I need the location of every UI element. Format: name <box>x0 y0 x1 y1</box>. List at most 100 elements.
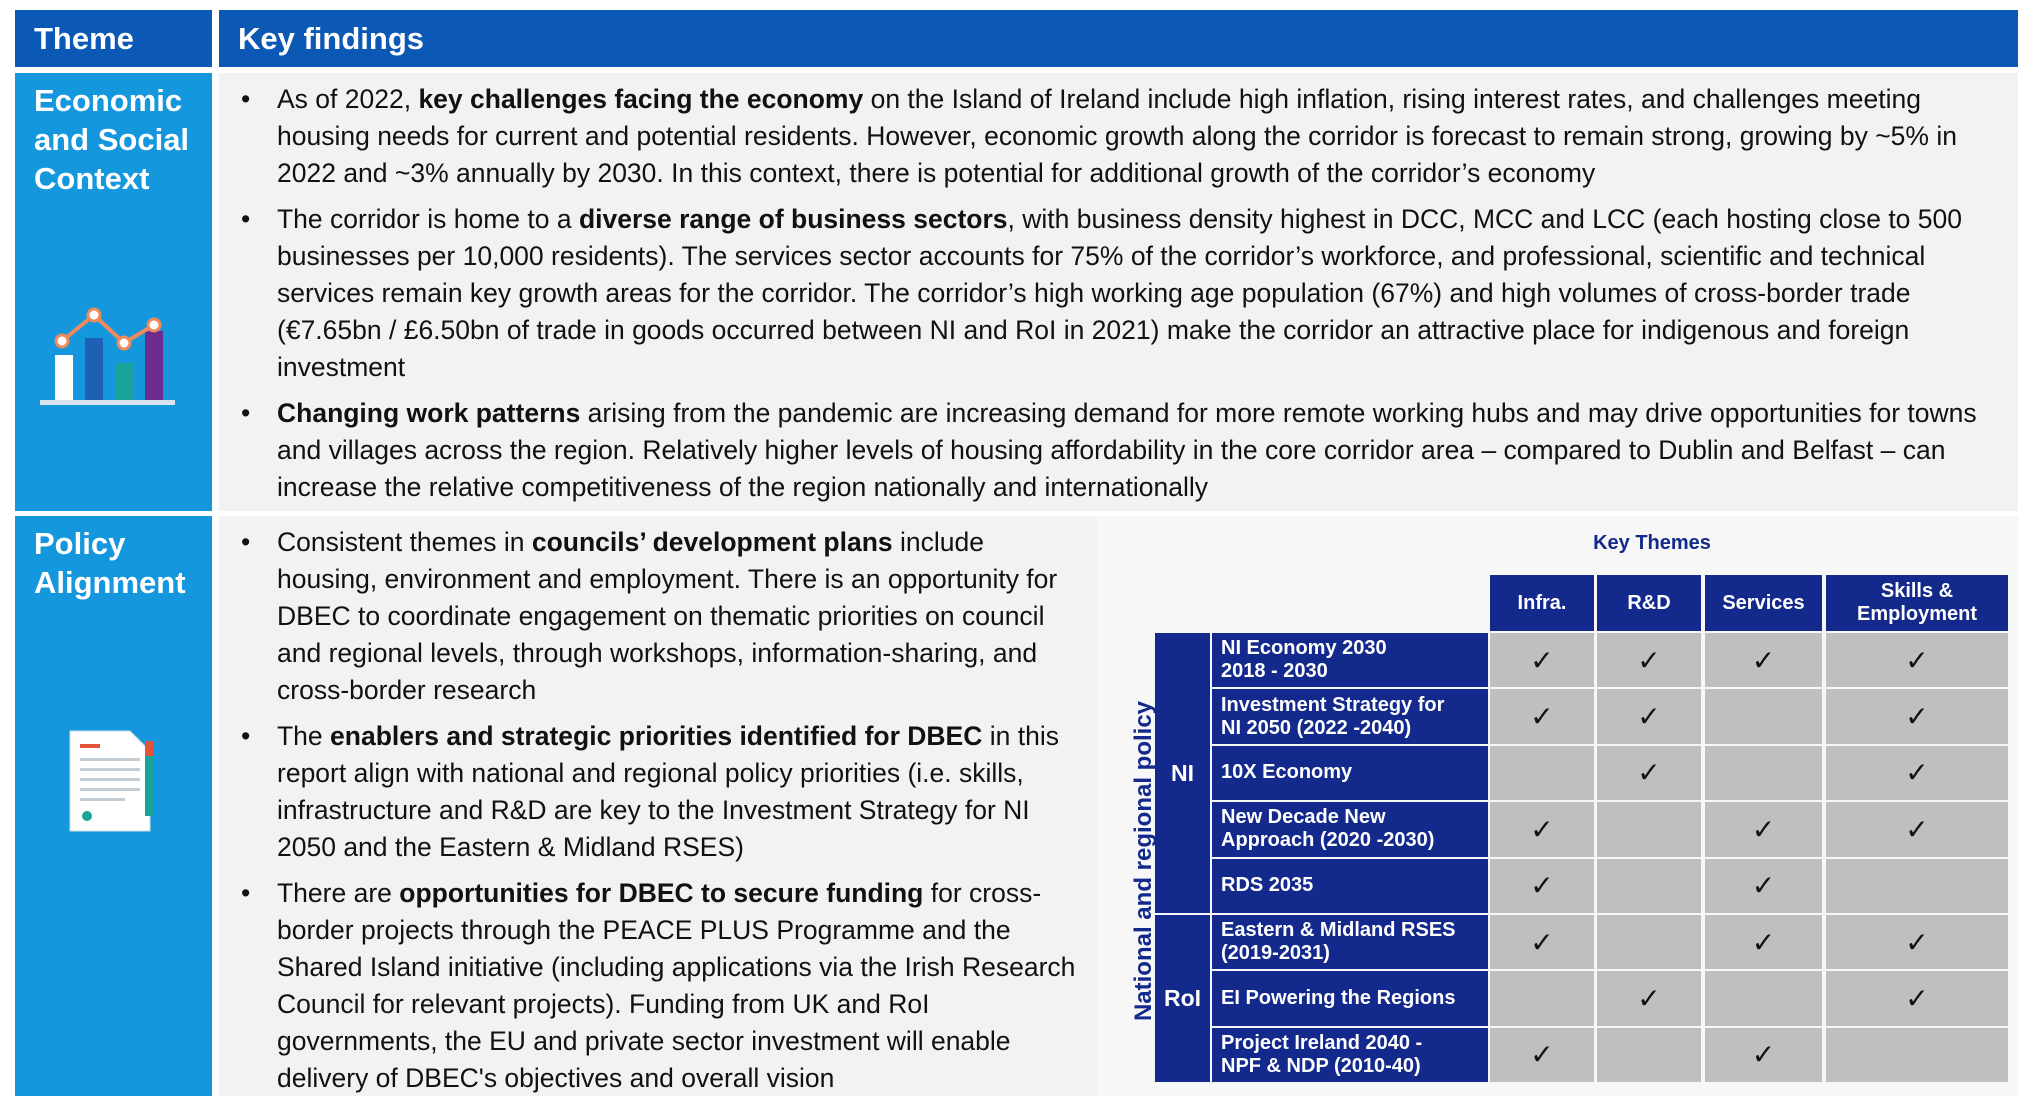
bullet: There are opportunities for DBEC to secu… <box>219 875 1079 1096</box>
check-mark: ✓ <box>1751 813 1776 845</box>
check-cell: ✓ <box>1705 1027 1822 1083</box>
check-cell: ✓ <box>1826 689 2008 744</box>
document-icon <box>69 730 153 832</box>
section-body: Consistent themes in councils’ developme… <box>219 516 2018 1096</box>
check-mark: ✓ <box>1530 1039 1554 1071</box>
bullet: Changing work patterns arising from the … <box>219 395 2018 506</box>
check-cell <box>1490 745 1594 801</box>
check-cell: ✓ <box>1826 633 2008 688</box>
text: arising from the pandemic are increasing… <box>277 398 1977 502</box>
check-mark: ✓ <box>1637 983 1661 1015</box>
check-cell: ✓ <box>1490 915 1594 970</box>
check-mark: ✓ <box>1751 870 1776 902</box>
text: include housing, environment and employm… <box>277 527 1058 705</box>
check-mark: ✓ <box>1751 926 1776 958</box>
column-header: R&D <box>1597 575 1701 631</box>
check-mark: ✓ <box>1637 644 1661 676</box>
group-label: RoI <box>1155 915 1210 1083</box>
check-mark: ✓ <box>1530 926 1554 958</box>
text: for cross-border projects through the PE… <box>277 878 1076 1093</box>
check-cell: ✓ <box>1597 745 1701 801</box>
bold-text: Changing work patterns <box>277 398 581 428</box>
check-cell: ✓ <box>1826 915 2008 970</box>
bold-text: councils’ development plans <box>531 527 893 557</box>
check-cell: ✓ <box>1597 633 1701 688</box>
check-cell <box>1597 802 1701 857</box>
check-cell <box>1826 858 2008 913</box>
check-mark: ✓ <box>1530 644 1554 676</box>
check-cell: ✓ <box>1705 915 1822 970</box>
check-cell <box>1490 971 1594 1026</box>
bullet-list: As of 2022, key challenges facing the ec… <box>219 73 2018 506</box>
row-label: Investment Strategy for NI 2050 (2022 -2… <box>1212 689 1488 744</box>
findings-header: Key findings <box>219 10 2018 67</box>
column-header: Services <box>1705 575 1822 631</box>
check-cell: ✓ <box>1826 971 2008 1026</box>
row-label: Eastern & Midland RSES (2019-2031) <box>1212 915 1488 970</box>
check-cell <box>1597 858 1701 913</box>
check-cell <box>1826 1027 2008 1083</box>
check-mark: ✓ <box>1530 701 1554 733</box>
text: There are <box>277 878 400 908</box>
bullet: As of 2022, key challenges facing the ec… <box>219 81 2018 192</box>
bullet: The corridor is home to a diverse range … <box>219 201 2018 386</box>
check-cell <box>1705 745 1822 801</box>
theme-label: Economic and Social Context <box>34 83 190 196</box>
check-mark: ✓ <box>1751 644 1776 676</box>
bold-text: opportunities for DBEC to secure funding <box>399 878 924 908</box>
check-mark: ✓ <box>1905 926 1929 958</box>
theme-cell: Economic and Social Context <box>15 73 212 511</box>
column-header: Infra. <box>1490 575 1594 631</box>
check-mark: ✓ <box>1530 813 1554 845</box>
section-body: As of 2022, key challenges facing the ec… <box>219 73 2018 511</box>
check-cell: ✓ <box>1705 633 1822 688</box>
check-cell <box>1597 915 1701 970</box>
check-cell: ✓ <box>1597 971 1701 1026</box>
check-cell <box>1597 1027 1701 1083</box>
text: The corridor is home to a <box>277 204 579 234</box>
group-label: NI <box>1155 633 1210 913</box>
check-cell: ✓ <box>1490 858 1594 913</box>
check-mark: ✓ <box>1751 1039 1776 1071</box>
row-label: 10X Economy <box>1212 745 1488 801</box>
bullet: Consistent themes in councils’ developme… <box>219 524 1079 709</box>
text: As of 2022, <box>277 84 419 114</box>
check-cell: ✓ <box>1705 802 1822 857</box>
check-cell <box>1705 971 1822 1026</box>
check-cell: ✓ <box>1490 689 1594 744</box>
bullet-list: Consistent themes in councils’ developme… <box>219 516 1079 1096</box>
table-title: Key Themes <box>1593 532 1711 554</box>
text: in this report align with national and r… <box>277 721 1059 862</box>
theme-cell: Policy Alignment <box>15 516 212 1096</box>
policy-table: Key Themes Infra. R&D Services Skills & Empl… <box>1097 516 2018 1096</box>
check-cell: ✓ <box>1826 802 2008 857</box>
check-mark: ✓ <box>1905 644 1929 676</box>
bold-text: enablers and strategic priorities identi… <box>330 721 983 751</box>
check-cell: ✓ <box>1597 689 1701 744</box>
row-label: New Decade New Approach (2020 -2030) <box>1212 802 1488 857</box>
theme-header: Theme <box>15 10 212 67</box>
check-cell <box>1705 689 1822 744</box>
bullet: The enablers and strategic priorities id… <box>219 718 1079 866</box>
check-mark: ✓ <box>1637 701 1661 733</box>
check-cell: ✓ <box>1705 858 1822 913</box>
check-cell: ✓ <box>1826 745 2008 801</box>
text: , with business density highest in DCC, … <box>277 204 1962 382</box>
bold-text: diverse range of business sectors <box>578 204 1008 234</box>
text: Consistent themes in <box>277 527 532 557</box>
check-mark: ✓ <box>1905 757 1929 789</box>
check-mark: ✓ <box>1637 757 1661 789</box>
column-header: Skills & Employment <box>1826 575 2008 631</box>
check-mark: ✓ <box>1530 870 1554 902</box>
bold-text: key challenges facing the economy <box>418 84 864 114</box>
row-label: NI Economy 2030 2018 - 2030 <box>1212 633 1488 688</box>
check-cell: ✓ <box>1490 802 1594 857</box>
check-mark: ✓ <box>1905 813 1929 845</box>
check-cell: ✓ <box>1490 1027 1594 1083</box>
text: The <box>277 721 331 751</box>
check-mark: ✓ <box>1905 983 1929 1015</box>
chart-icon <box>40 307 175 405</box>
text: on the Island of Ireland include high in… <box>277 84 1957 188</box>
check-mark: ✓ <box>1905 701 1929 733</box>
